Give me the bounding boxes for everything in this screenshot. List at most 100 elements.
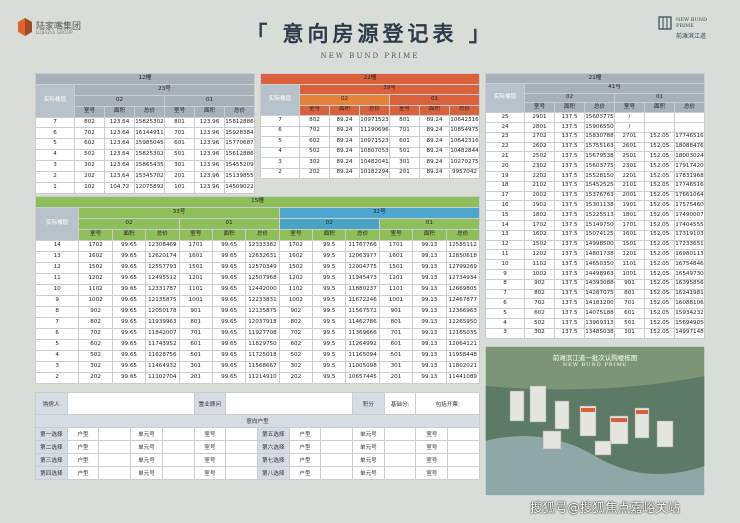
data-row: 21 2502 137.5 15679538 2501 152.05 18003024 bbox=[485, 151, 705, 163]
choice-label: 第五选择 bbox=[256, 427, 290, 441]
floor: 7 bbox=[35, 116, 75, 129]
cell: 501 bbox=[164, 149, 195, 162]
cell: 12555112 bbox=[445, 240, 481, 252]
cell: 10854975 bbox=[449, 125, 480, 137]
cell: 17404555 bbox=[674, 219, 705, 231]
cell: 501 bbox=[178, 350, 213, 362]
cell: 17490007 bbox=[674, 210, 705, 221]
column-head: 室号 bbox=[278, 229, 314, 241]
column-head: 面积 bbox=[554, 102, 585, 114]
group: 01 bbox=[378, 218, 481, 230]
cell: 1601 bbox=[378, 251, 414, 263]
choice-field[interactable] bbox=[320, 427, 354, 441]
choice-field[interactable] bbox=[447, 453, 480, 467]
floor: 3 bbox=[35, 160, 75, 173]
cell: 137.5 bbox=[554, 131, 585, 143]
logo-icon bbox=[18, 18, 32, 36]
choice-field[interactable] bbox=[225, 427, 258, 441]
choice-field[interactable] bbox=[383, 466, 417, 480]
data-row: 3 302 99.65 11464932 301 99.65 11568667 302 99.5… bbox=[34, 361, 481, 373]
cell: 302 bbox=[524, 327, 555, 339]
cell: 15906550 bbox=[584, 121, 615, 133]
empty-cell bbox=[674, 121, 705, 133]
cell: 137.5 bbox=[554, 259, 585, 270]
cell: 701 bbox=[614, 298, 645, 310]
cell: 201 bbox=[389, 167, 420, 179]
cell: 15301138 bbox=[584, 200, 615, 212]
cell: 1701 bbox=[378, 240, 414, 252]
cell: 102 bbox=[74, 181, 105, 194]
choice-field[interactable] bbox=[447, 466, 480, 480]
cell: 1601 bbox=[614, 229, 645, 241]
cell: 16144911 bbox=[134, 127, 165, 140]
choice-field[interactable] bbox=[320, 440, 354, 454]
choice-field[interactable] bbox=[383, 427, 417, 441]
choice-field[interactable] bbox=[225, 440, 258, 454]
data-row: 10 1102 137.5 14650350 1101 152.05 16754846 bbox=[485, 259, 705, 270]
choice-field[interactable] bbox=[447, 427, 480, 441]
cell: 302 bbox=[278, 361, 314, 373]
choice-field[interactable] bbox=[98, 440, 132, 454]
cell: 301 bbox=[389, 157, 420, 169]
form-field[interactable] bbox=[66, 392, 195, 415]
cell: 99.13 bbox=[412, 262, 447, 274]
choice-field[interactable] bbox=[161, 453, 195, 467]
empty-cell bbox=[674, 112, 705, 123]
cell: 137.5 bbox=[554, 229, 585, 241]
cell: 137.5 bbox=[554, 288, 585, 300]
choice-field[interactable] bbox=[320, 466, 354, 480]
data-row: 7 802 99.65 11939963 801 99.65 12037918 802 99.5… bbox=[34, 317, 481, 329]
choice-field[interactable] bbox=[98, 453, 132, 467]
column-head: 总价 bbox=[345, 229, 380, 241]
choice-field[interactable] bbox=[320, 453, 354, 467]
choice-label: 室号 bbox=[193, 440, 227, 454]
cell: 1801 bbox=[614, 210, 645, 221]
cell: 1702 bbox=[278, 240, 314, 252]
choice-field[interactable] bbox=[98, 427, 132, 441]
cell: 2701 bbox=[614, 131, 645, 143]
choice-field[interactable] bbox=[161, 466, 195, 480]
group: 02 bbox=[299, 94, 390, 106]
floor: 12 bbox=[485, 239, 525, 251]
choice-field[interactable] bbox=[225, 453, 258, 467]
data-row: 6 702 89.24 11190696 701 89.24 10854975 bbox=[260, 125, 480, 137]
cell: 137.5 bbox=[554, 200, 585, 212]
header-row: 实际楼层 41号 bbox=[485, 82, 705, 114]
choice-field[interactable] bbox=[447, 440, 480, 454]
cell: 99.13 bbox=[412, 328, 447, 340]
cell: 152.05 bbox=[644, 200, 675, 212]
column-head: 总价 bbox=[359, 104, 390, 116]
cell: 10182294 bbox=[359, 167, 390, 179]
cell: 137.5 bbox=[554, 170, 585, 182]
column-head: 面积 bbox=[644, 102, 675, 114]
cell: 152.05 bbox=[644, 229, 675, 241]
cell: 17575460 bbox=[674, 200, 705, 212]
choice-field[interactable] bbox=[98, 466, 132, 480]
choice-field[interactable] bbox=[161, 427, 195, 441]
choice-field[interactable] bbox=[383, 453, 417, 467]
choice-field[interactable] bbox=[383, 440, 417, 454]
choice-label: 室号 bbox=[193, 453, 227, 467]
cell: 11369666 bbox=[345, 328, 380, 340]
cell: 12442000 bbox=[245, 284, 280, 296]
cell: 17233651 bbox=[674, 239, 705, 251]
form-field[interactable] bbox=[225, 392, 354, 415]
group: 02 bbox=[78, 218, 180, 230]
cell: 1001 bbox=[378, 295, 414, 307]
choice-label: 户型 bbox=[66, 427, 100, 441]
cell: 12507968 bbox=[245, 273, 280, 285]
data-row: 9 1002 99.65 12135875 1001 99.65 12233831 1002 9… bbox=[34, 295, 481, 307]
cell: 11567572 bbox=[345, 306, 380, 318]
cell: 99.5 bbox=[312, 240, 347, 252]
unit: 33号 bbox=[78, 207, 280, 219]
data-row: 12 1502 99.65 12557793 1501 99.65 12570349 1502… bbox=[34, 262, 481, 274]
choice-field[interactable] bbox=[225, 466, 258, 480]
form-label: 基础分: bbox=[383, 392, 417, 415]
cell: 502 bbox=[278, 350, 314, 362]
cell: 99.5 bbox=[312, 295, 347, 307]
cell: 123.64 bbox=[104, 171, 135, 183]
choice-field[interactable] bbox=[161, 440, 195, 454]
cell: 502 bbox=[299, 146, 330, 158]
choice-label: 室号 bbox=[415, 466, 449, 480]
table-wrap: 21幢 实际楼层 41号 02 01 室号 面积 总价 室号 面积 总价 25 2901 137.5 156… bbox=[485, 73, 705, 339]
